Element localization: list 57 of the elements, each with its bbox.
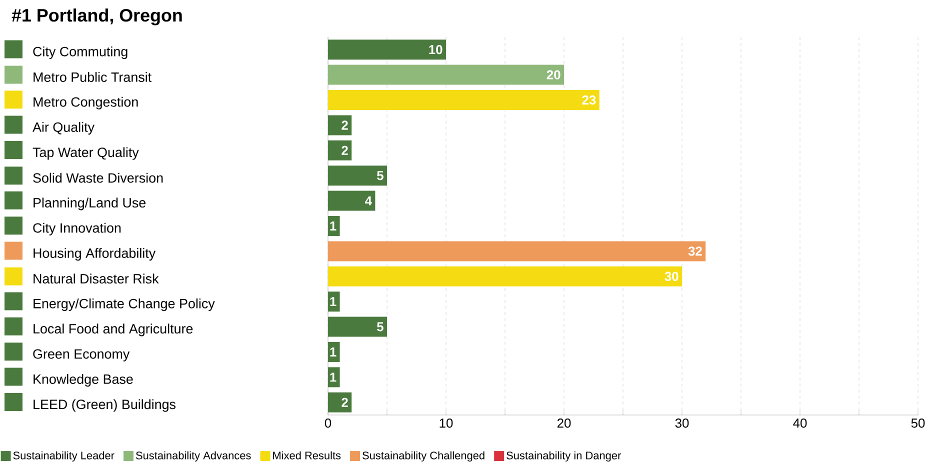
bar bbox=[328, 216, 340, 236]
bar bbox=[328, 342, 340, 362]
y-tick-label: Housing Affordability bbox=[34, 248, 156, 261]
bar bbox=[328, 367, 340, 388]
y-tick-label: Air Quality bbox=[32, 122, 95, 135]
data-label: 5 bbox=[377, 171, 384, 180]
y-tick-label: Knowledge Base bbox=[34, 374, 133, 387]
data-label: 1 bbox=[330, 348, 336, 356]
y-tick-label: Local Food and Agriculture bbox=[34, 324, 193, 336]
bar bbox=[328, 392, 352, 412]
x-tick-label: 40 bbox=[793, 418, 807, 428]
y-tick-label: Metro Congestion bbox=[34, 96, 138, 110]
data-label: 2 bbox=[342, 398, 348, 407]
y-tick-label: LEED (Green) Buildings bbox=[34, 399, 176, 412]
bar bbox=[328, 241, 706, 262]
bar bbox=[328, 190, 376, 211]
bar bbox=[328, 115, 352, 136]
data-label: 30 bbox=[664, 272, 678, 281]
data-label: 1 bbox=[330, 297, 336, 306]
bar bbox=[328, 266, 682, 286]
bar bbox=[328, 40, 446, 60]
data-label: 4 bbox=[365, 196, 372, 206]
data-label: 5 bbox=[377, 322, 384, 332]
y-tick-label: Energy/Climate Change Policy bbox=[34, 298, 215, 312]
y-tick-label: Tap Water Quality bbox=[32, 147, 139, 160]
legend-label: Sustainability Challenged bbox=[362, 451, 484, 462]
bar bbox=[328, 140, 352, 160]
y-tick-label: Natural Disaster Risk bbox=[34, 274, 159, 284]
x-tick-label: 20 bbox=[557, 418, 571, 428]
x-tick-label: 0 bbox=[324, 418, 332, 428]
y-tick-label: Metro Public Transit bbox=[34, 72, 152, 82]
bar bbox=[328, 166, 387, 186]
data-label: 1 bbox=[330, 372, 336, 382]
legend-label: Sustainability Advances bbox=[136, 451, 251, 462]
y-tick-label: Planning/Land Use bbox=[34, 198, 146, 210]
x-tick-label: 10 bbox=[440, 418, 453, 428]
x-tick-label: 50 bbox=[911, 418, 925, 428]
bar bbox=[328, 64, 564, 85]
legend-label: Mixed Results bbox=[273, 451, 341, 460]
y-tick-label: City Innovation bbox=[33, 222, 121, 236]
data-label: 2 bbox=[342, 146, 348, 155]
data-label: 20 bbox=[546, 70, 560, 80]
data-label: 1 bbox=[330, 222, 336, 230]
text: #1 Portland, Oregon bbox=[12, 8, 182, 26]
legend-label: Sustainability in Danger bbox=[506, 451, 622, 462]
bar bbox=[328, 90, 600, 110]
y-tick-label: City Commuting bbox=[33, 46, 128, 59]
data-label: 32 bbox=[688, 246, 702, 256]
bar bbox=[328, 316, 387, 337]
y-tick-label: Green Economy bbox=[33, 349, 130, 362]
legend-label: Sustainability Leader bbox=[13, 451, 114, 462]
data-label: 2 bbox=[342, 120, 348, 130]
data-label: 10 bbox=[429, 45, 442, 54]
x-tick-label: 30 bbox=[675, 418, 689, 428]
data-label: 23 bbox=[582, 95, 596, 105]
bar bbox=[328, 292, 340, 312]
y-tick-label: Solid Waste Diversion bbox=[33, 172, 163, 183]
